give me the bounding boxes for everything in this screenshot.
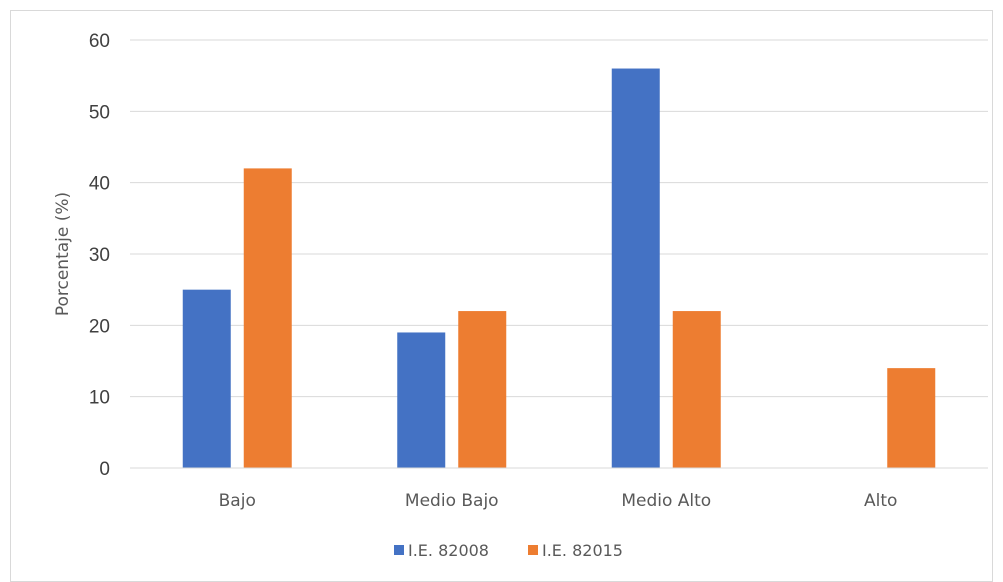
bar [458, 311, 507, 468]
y-tick-label: 20 [89, 316, 110, 337]
y-tick-label: 60 [89, 31, 110, 52]
bar [397, 332, 446, 468]
y-axis-title: Porcentaje (%) [53, 192, 73, 316]
x-axis-category-labels: Bajo Medio Bajo Medio Alto Alto [219, 491, 898, 511]
y-axis-tick-labels: 0 10 20 30 40 50 60 [89, 31, 110, 480]
legend-swatch [528, 545, 538, 555]
bar [887, 368, 936, 468]
legend: I.E. 82008 I.E. 82015 [394, 541, 623, 560]
chart-area [10, 10, 993, 582]
y-tick-label: 10 [89, 388, 110, 409]
legend-label: I.E. 82008 [408, 541, 489, 560]
bar [182, 289, 231, 468]
y-tick-label: 40 [89, 174, 110, 195]
x-category-label: Alto [864, 491, 897, 511]
y-tick-label: 0 [99, 459, 110, 480]
x-category-label: Medio Alto [621, 491, 711, 511]
legend-label: I.E. 82015 [542, 541, 623, 560]
bars [182, 68, 936, 469]
y-tick-label: 30 [89, 245, 110, 266]
legend-swatch [394, 545, 404, 555]
bar [611, 68, 660, 469]
x-category-label: Medio Bajo [405, 491, 499, 511]
bar [672, 311, 721, 468]
y-tick-label: 50 [89, 102, 110, 123]
bar [243, 168, 292, 468]
x-category-label: Bajo [219, 491, 256, 511]
